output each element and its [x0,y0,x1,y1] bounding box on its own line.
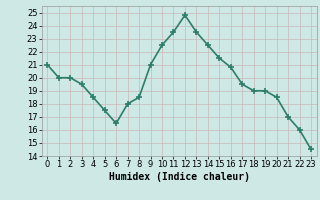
X-axis label: Humidex (Indice chaleur): Humidex (Indice chaleur) [109,172,250,182]
